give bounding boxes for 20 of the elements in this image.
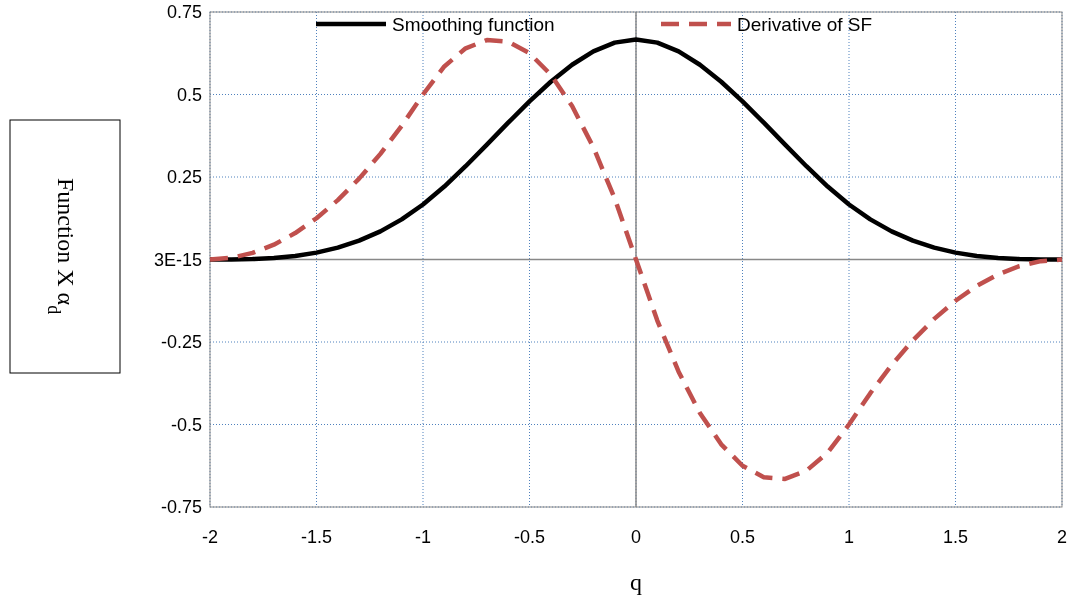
- y-tick-label: -0.5: [170, 414, 202, 435]
- x-tick-label: 2: [1056, 527, 1068, 547]
- x-tick-label: -0.5: [513, 527, 546, 547]
- x-tick-label: -1.5: [300, 527, 333, 547]
- x-tick-label: 0.5: [729, 527, 756, 547]
- x-axis-title: q: [630, 569, 642, 595]
- legend-label: Derivative of SF: [737, 14, 873, 35]
- x-tick-label: -2: [201, 527, 219, 547]
- x-tick-label: 0: [630, 527, 642, 547]
- y-tick-label: 0.5: [176, 84, 202, 105]
- y-tick-label: -0.75: [160, 497, 202, 517]
- y-tick-label: 3E-15: [153, 249, 202, 270]
- y-tick-label: -0.25: [160, 332, 202, 352]
- x-tick-label: 1: [843, 527, 855, 547]
- x-tick-label: -1: [414, 527, 432, 547]
- line-series: [207, 37, 1065, 482]
- y-tick-label: 0.75: [166, 2, 202, 22]
- legend-label: Smoothing function: [392, 14, 555, 35]
- y-tick-label: 0.25: [166, 167, 202, 187]
- x-tick-label: 1.5: [942, 527, 969, 547]
